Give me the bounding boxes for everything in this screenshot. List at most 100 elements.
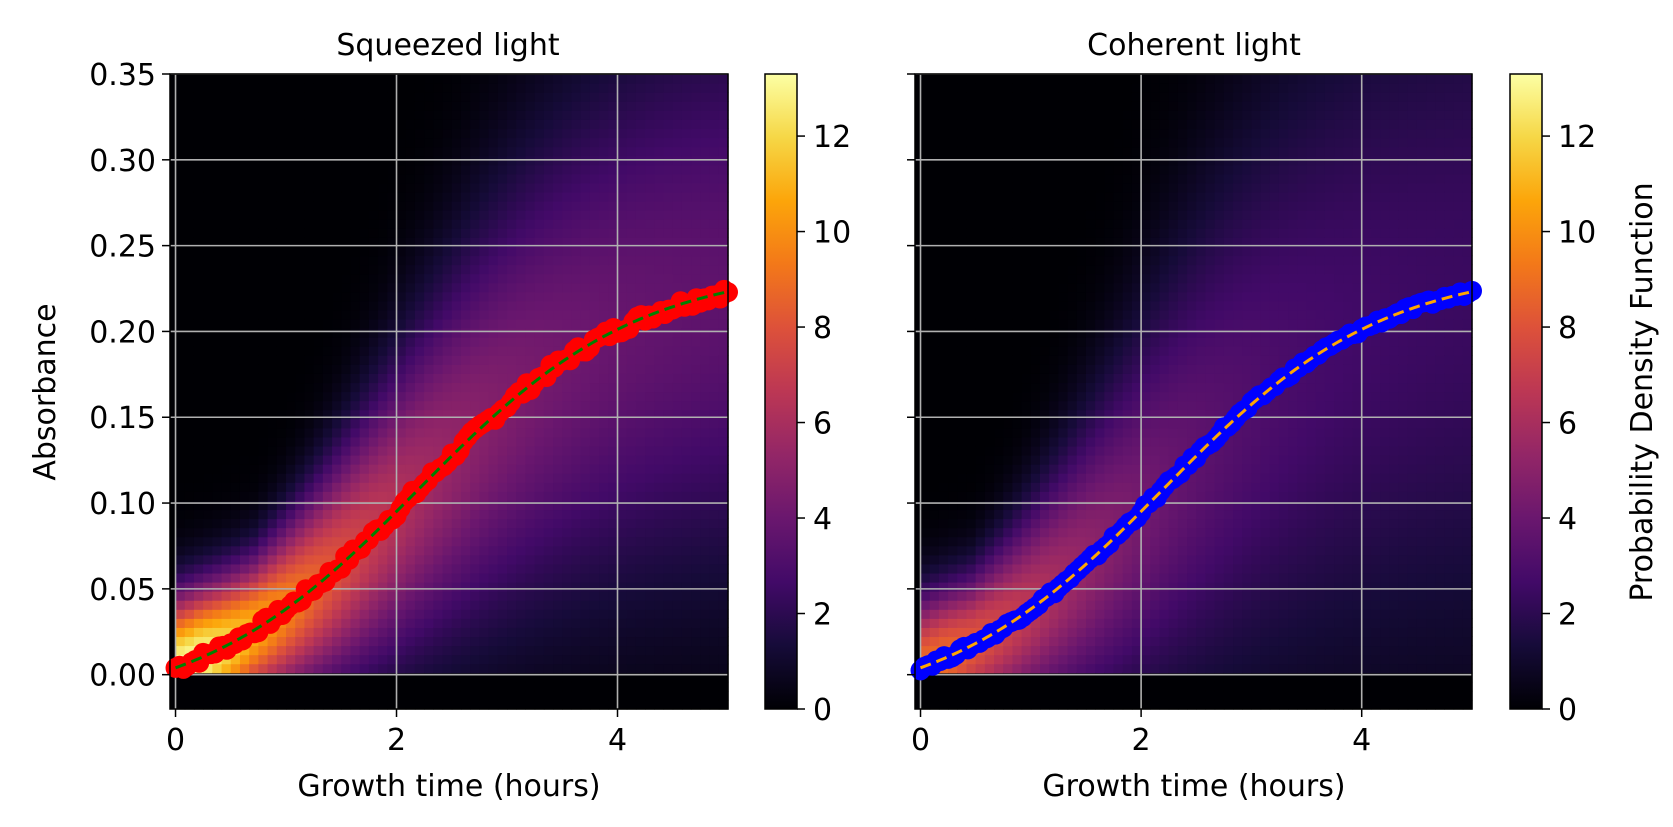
heatmap-cell xyxy=(451,74,462,84)
heatmap-cell xyxy=(525,309,536,320)
heatmap-cell xyxy=(580,318,591,329)
heatmap-cell xyxy=(203,418,213,429)
heatmap-cell xyxy=(350,699,361,710)
heatmap-cell xyxy=(553,74,563,84)
heatmap-cell xyxy=(488,137,499,148)
heatmap-cell xyxy=(516,273,527,284)
heatmap-cell xyxy=(221,373,232,384)
heatmap-cell xyxy=(562,246,573,257)
heatmap-cell xyxy=(322,663,333,674)
heatmap-cell xyxy=(608,373,619,384)
heatmap-cell xyxy=(957,318,968,329)
heatmap-cell xyxy=(984,164,995,175)
heatmap-cell xyxy=(249,173,259,184)
heatmap-cell xyxy=(221,418,232,429)
heatmap-cell xyxy=(589,654,600,665)
heatmap-cell xyxy=(276,464,287,474)
heatmap-cell xyxy=(626,137,637,148)
heatmap-cell xyxy=(221,400,232,411)
heatmap-cell xyxy=(626,518,637,529)
heatmap-cell xyxy=(938,464,949,474)
heatmap-cell xyxy=(276,672,287,683)
heatmap-cell xyxy=(599,545,609,556)
heatmap-cell xyxy=(617,464,628,474)
heatmap-cell xyxy=(460,137,471,148)
heatmap-cell xyxy=(322,237,333,247)
heatmap-cell xyxy=(534,699,545,710)
heatmap-cell xyxy=(193,418,204,429)
heatmap-cell xyxy=(286,337,296,347)
heatmap-cell xyxy=(966,74,977,84)
heatmap-cell xyxy=(553,690,563,701)
heatmap-cell xyxy=(929,201,940,211)
heatmap-cell xyxy=(433,246,444,257)
heatmap-cell xyxy=(405,355,416,365)
heatmap-cell xyxy=(203,518,213,529)
heatmap-cell xyxy=(920,690,931,701)
heatmap-cell xyxy=(341,427,352,438)
heatmap-cell xyxy=(332,346,342,356)
heatmap-cell xyxy=(405,210,416,220)
heatmap-cell xyxy=(341,645,352,656)
heatmap-cell xyxy=(387,328,398,338)
heatmap-cell xyxy=(184,672,195,683)
heatmap-cell xyxy=(525,92,536,102)
heatmap-cell xyxy=(617,191,628,202)
heatmap-cell xyxy=(460,663,471,674)
heatmap-cell xyxy=(938,282,949,293)
heatmap-cell xyxy=(405,690,416,701)
heatmap-cell xyxy=(286,318,296,329)
heatmap-cell xyxy=(718,409,729,420)
heatmap-cell xyxy=(617,373,628,384)
heatmap-cell xyxy=(203,173,213,184)
heatmap-cell xyxy=(681,74,692,84)
heatmap-cell xyxy=(920,273,931,284)
heatmap-cell xyxy=(175,645,186,656)
heatmap-cell xyxy=(984,600,995,610)
heatmap-cell xyxy=(635,255,646,266)
heatmap-cell xyxy=(599,591,609,601)
heatmap-cell xyxy=(359,391,370,402)
heatmap-cell xyxy=(571,201,582,211)
heatmap-cell xyxy=(543,173,554,184)
heatmap-cell xyxy=(571,418,582,429)
heatmap-cell xyxy=(332,255,342,266)
heatmap-cell xyxy=(571,273,582,284)
heatmap-cell xyxy=(387,173,398,184)
heatmap-cell xyxy=(470,672,480,683)
heatmap-cell xyxy=(304,246,315,257)
heatmap-cell xyxy=(332,527,342,538)
heatmap-cell xyxy=(681,355,692,365)
heatmap-cell xyxy=(258,346,269,356)
heatmap-cell xyxy=(534,92,545,102)
heatmap-cell xyxy=(258,337,269,347)
heatmap-cell xyxy=(534,337,545,347)
heatmap-cell xyxy=(617,609,628,619)
heatmap-cell xyxy=(975,273,986,284)
heatmap-cell xyxy=(460,119,471,130)
heatmap-cell xyxy=(599,672,609,683)
heatmap-cell xyxy=(359,364,370,374)
heatmap-cell xyxy=(442,191,453,202)
heatmap-cell xyxy=(589,545,600,556)
heatmap-cell xyxy=(589,173,600,184)
heatmap-cell xyxy=(975,355,986,365)
heatmap-cell xyxy=(589,83,600,93)
heatmap-cell xyxy=(350,309,361,320)
heatmap-cell xyxy=(387,201,398,211)
heatmap-cell xyxy=(479,672,490,683)
heatmap-cell xyxy=(387,690,398,701)
heatmap-cell xyxy=(709,273,720,284)
heatmap-cell xyxy=(645,119,655,130)
heatmap-cell xyxy=(405,427,416,438)
heatmap-cell xyxy=(543,699,554,710)
heatmap-cell xyxy=(470,509,480,520)
heatmap-cell xyxy=(295,382,306,393)
heatmap-cell xyxy=(691,191,701,202)
heatmap-cell xyxy=(368,364,379,374)
heatmap-cell xyxy=(718,627,729,638)
heatmap-cell xyxy=(691,164,701,175)
heatmap-cell xyxy=(920,445,931,456)
heatmap-cell xyxy=(341,436,352,447)
heatmap-cell xyxy=(276,536,287,547)
